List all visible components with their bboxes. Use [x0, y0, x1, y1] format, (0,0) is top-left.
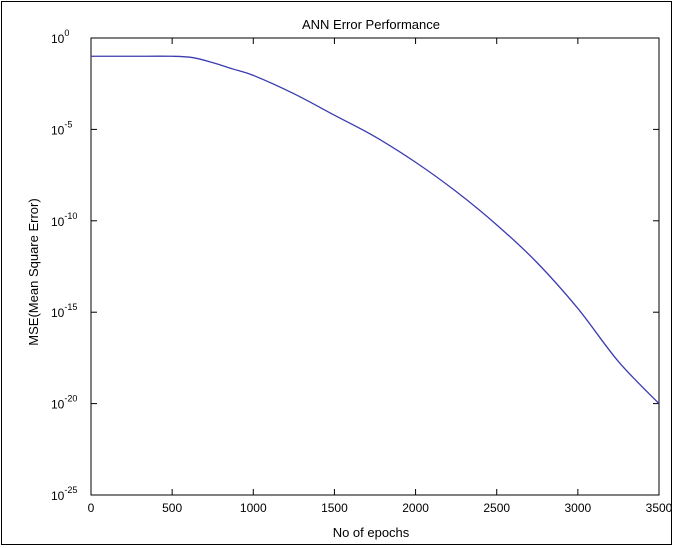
y-axis-label: MSE(Mean Square Error) — [26, 198, 41, 345]
x-tick-label: 1000 — [240, 501, 267, 515]
mse-series-line — [90, 55, 660, 405]
y-tick-label: 10-25 — [51, 485, 77, 503]
x-tick-label: 2000 — [402, 501, 429, 515]
x-tick-label: 3500 — [646, 501, 673, 515]
x-tick-label: 1500 — [321, 501, 348, 515]
x-tick-label: 2500 — [483, 501, 510, 515]
chart-title: ANN Error Performance — [302, 17, 440, 32]
x-tick-label: 500 — [162, 501, 182, 515]
y-tick-label: 10-20 — [51, 394, 77, 412]
x-tick-label: 3000 — [565, 501, 592, 515]
plot-area-box — [90, 37, 660, 496]
y-tick-label: 10-15 — [51, 302, 77, 320]
y-tick-label: 10-5 — [51, 119, 72, 137]
y-tick-label: 10-10 — [51, 211, 77, 229]
x-axis-label: No of epochs — [333, 525, 410, 540]
y-tick-label: 100 — [51, 28, 69, 46]
x-tick-label: 0 — [88, 501, 95, 515]
